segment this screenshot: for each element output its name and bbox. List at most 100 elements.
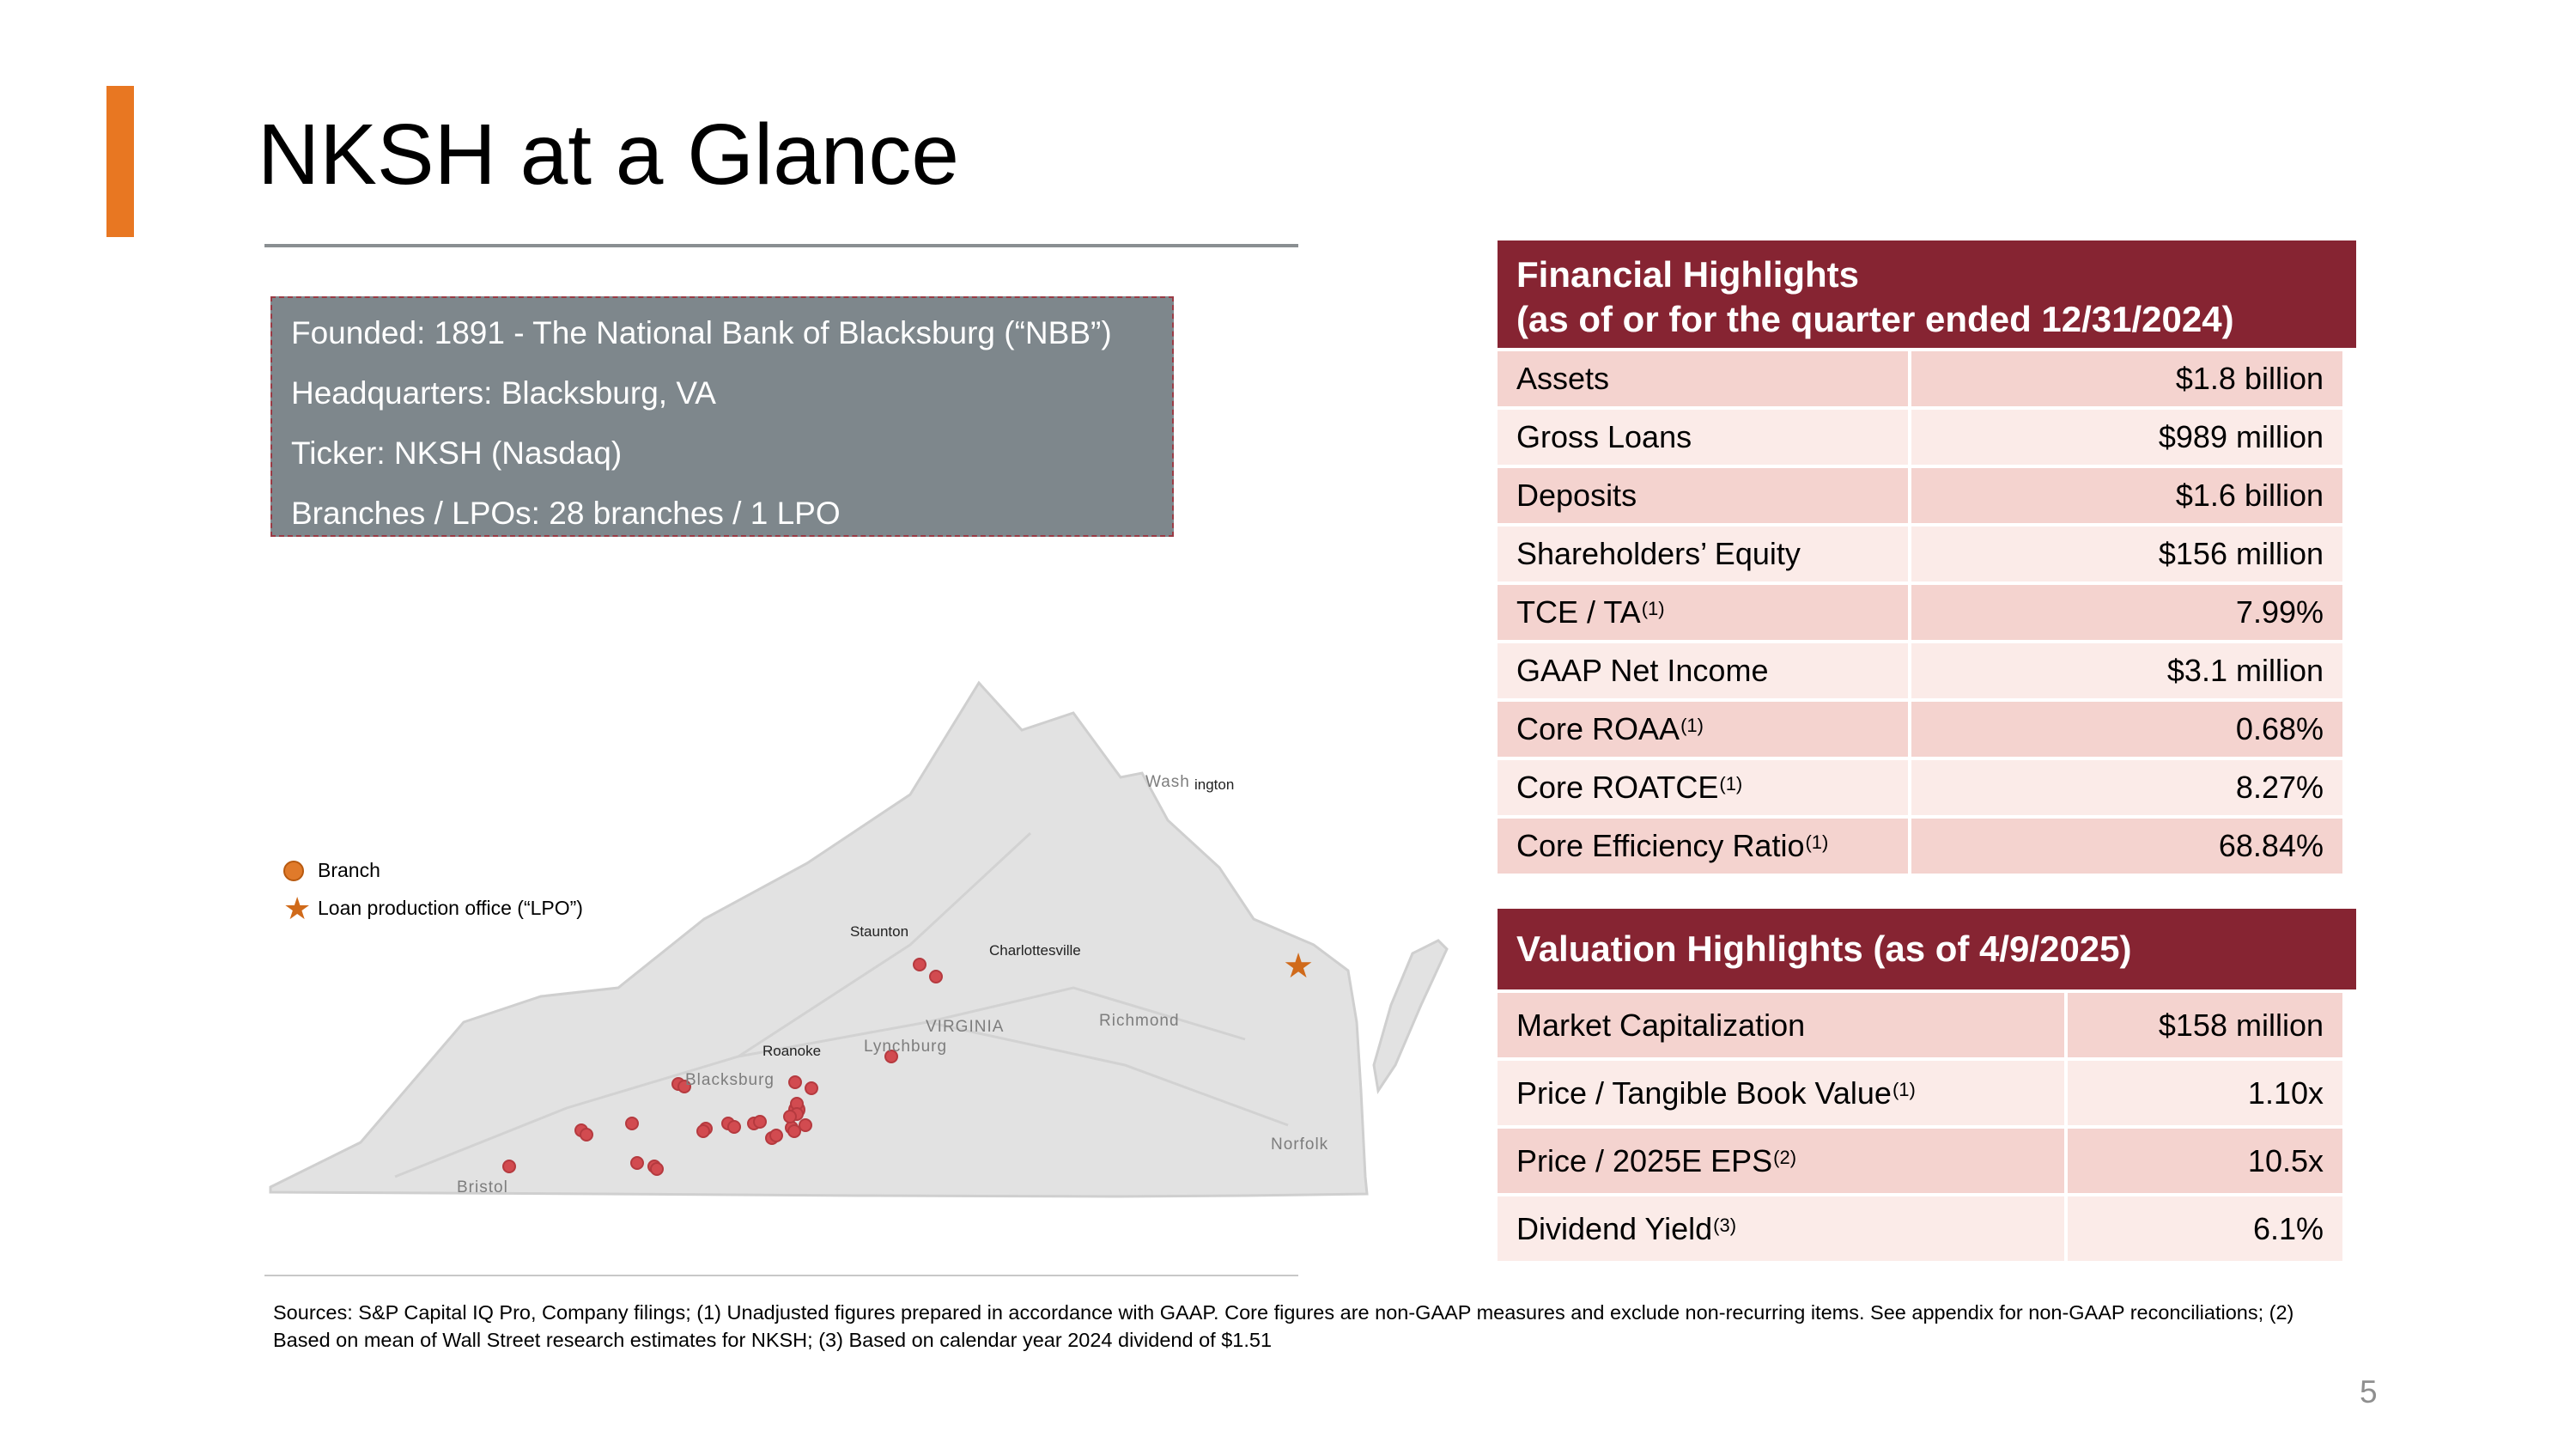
financial-row-label-text: TCE / TA	[1516, 594, 1641, 630]
basemap-roads	[394, 831, 1289, 1178]
valuation-row: Dividend Yield (3) 6.1%	[1498, 1196, 2356, 1261]
valuation-highlights-table: Valuation Highlights (as of 4/9/2025) Ma…	[1498, 909, 2356, 1261]
branch-marker	[677, 1080, 691, 1093]
financial-row-value: $1.8 billion	[1911, 351, 2342, 406]
map-label-norfolk: Norfolk	[1271, 1135, 1329, 1154]
branch-markers	[502, 958, 943, 1176]
map-label-bristol: Bristol	[457, 1178, 508, 1196]
branch-marker	[580, 1128, 593, 1142]
financial-row: GAAP Net Income $3.1 million	[1498, 643, 2356, 698]
title-accent-bar	[106, 86, 134, 237]
valuation-row-label: Dividend Yield (3)	[1498, 1196, 2064, 1261]
company-info-box: Founded: 1891 - The National Bank of Bla…	[270, 296, 1174, 537]
virginia-map: ★	[269, 680, 1449, 1198]
legend-branch-label: Branch	[318, 859, 380, 881]
financial-highlights-header: Financial Highlights (as of or for the q…	[1498, 240, 2356, 348]
financial-header-line2: (as of or for the quarter ended 12/31/20…	[1516, 299, 2234, 339]
financial-row-label: Shareholders’ Equity	[1498, 527, 1908, 581]
financial-row-label: Deposits	[1498, 468, 1908, 523]
valuation-row-value: 1.10x	[2068, 1061, 2342, 1125]
financial-header-line1: Financial Highlights	[1516, 254, 1860, 295]
financial-row-label: Assets	[1498, 351, 1908, 406]
branch-marker	[788, 1075, 802, 1089]
branch-marker	[502, 1160, 516, 1173]
financial-row-label: Gross Loans	[1498, 410, 1908, 465]
financial-row: Assets $1.8 billion	[1498, 351, 2356, 406]
sources-footnote: Sources: S&P Capital IQ Pro, Company fil…	[273, 1301, 2294, 1351]
financial-row-value: 68.84%	[1911, 819, 2342, 874]
valuation-highlights-header: Valuation Highlights (as of 4/9/2025)	[1498, 909, 2356, 989]
map-label-washington-prefix: Wash	[1145, 773, 1190, 791]
financial-row: Core ROATCE (1) 8.27%	[1498, 760, 2356, 815]
financial-row-label: TCE / TA (1)	[1498, 585, 1908, 640]
financial-row-value: $156 million	[1911, 527, 2342, 581]
lpo-star-marker: ★	[1283, 947, 1314, 986]
valuation-row: Price / Tangible Book Value (1) 1.10x	[1498, 1061, 2356, 1125]
financial-highlights-table: Financial Highlights (as of or for the q…	[1498, 240, 2356, 874]
map-label-roanoke: Roanoke	[762, 1043, 822, 1059]
branch-marker	[630, 1156, 644, 1170]
financial-row-footnote-ref: (1)	[1641, 598, 1665, 619]
page-title: NKSH at a Glance	[258, 107, 960, 203]
financial-row-value: 8.27%	[1911, 760, 2342, 815]
valuation-row-footnote-ref: (3)	[1713, 1214, 1737, 1236]
financial-row-label-text: GAAP Net Income	[1516, 653, 1769, 688]
financial-row-footnote-ref: (1)	[1680, 715, 1704, 736]
eastern-shore-shape	[1372, 939, 1449, 1094]
headquarters-line: Headquarters: Blacksburg, VA	[291, 375, 716, 411]
financial-row: Core Efficiency Ratio (1) 68.84%	[1498, 819, 2356, 874]
branch-marker	[799, 1118, 812, 1132]
valuation-row-value: 10.5x	[2068, 1129, 2342, 1193]
map-label-washington: ington	[1194, 776, 1235, 793]
legend-branch: Branch	[283, 859, 380, 882]
valuation-row-label-text: Price / Tangible Book Value	[1516, 1075, 1892, 1111]
valuation-row-footnote-ref: (2)	[1773, 1146, 1797, 1168]
valuation-row-label: Price / Tangible Book Value (1)	[1498, 1061, 2064, 1125]
ticker-line: Ticker: NKSH (Nasdaq)	[291, 435, 623, 471]
virginia-state-shape	[269, 680, 1369, 1198]
financial-row: Shareholders’ Equity $156 million	[1498, 527, 2356, 581]
branch-marker	[727, 1120, 741, 1134]
page-number: 5	[2360, 1374, 2378, 1409]
valuation-row-value: $158 million	[2068, 993, 2342, 1057]
founded-line: Founded: 1891 - The National Bank of Bla…	[291, 315, 1112, 350]
financial-row: Deposits $1.6 billion	[1498, 468, 2356, 523]
financial-row-label: Core ROAA (1)	[1498, 702, 1908, 757]
financial-row-label: Core Efficiency Ratio (1)	[1498, 819, 1908, 874]
financial-row-label: GAAP Net Income	[1498, 643, 1908, 698]
financial-row: Core ROAA (1) 0.68%	[1498, 702, 2356, 757]
map-label-lynchburg: Lynchburg	[864, 1038, 948, 1056]
financial-row-value: $3.1 million	[1911, 643, 2342, 698]
title-divider	[264, 244, 1298, 247]
valuation-row-label: Price / 2025E EPS (2)	[1498, 1129, 2064, 1193]
financial-row-footnote-ref: (1)	[1719, 773, 1743, 795]
financial-row-value: $989 million	[1911, 410, 2342, 465]
financial-row-label-text: Gross Loans	[1516, 419, 1692, 454]
valuation-rows: Market Capitalization $158 million Price /…	[1498, 993, 2356, 1261]
branch-marker	[783, 1110, 797, 1123]
financial-row-value: 7.99%	[1911, 585, 2342, 640]
financial-row-label-text: Core ROAA	[1516, 711, 1680, 746]
financial-row: Gross Loans $989 million	[1498, 410, 2356, 465]
valuation-row-label-text: Market Capitalization	[1516, 1007, 1806, 1043]
legend-lpo-label: Loan production office (“LPO”)	[318, 897, 583, 919]
valuation-row-label-text: Price / 2025E EPS	[1516, 1142, 1773, 1178]
branch-marker	[769, 1129, 783, 1142]
valuation-row-label: Market Capitalization	[1498, 993, 2064, 1057]
financial-row-label-text: Assets	[1516, 361, 1610, 396]
branch-marker	[625, 1117, 639, 1130]
valuation-row-value: 6.1%	[2068, 1196, 2342, 1261]
branch-marker	[913, 958, 927, 971]
financial-row-label-text: Deposits	[1516, 478, 1637, 513]
branch-marker	[787, 1124, 801, 1138]
financial-row-footnote-ref: (1)	[1805, 831, 1829, 853]
branch-marker	[753, 1115, 767, 1129]
branch-dot-icon	[283, 860, 304, 881]
financial-row-label: Core ROATCE (1)	[1498, 760, 1908, 815]
legend-lpo: ★ Loan production office (“LPO”)	[283, 892, 583, 923]
valuation-row-footnote-ref: (1)	[1892, 1078, 1916, 1100]
sources-divider	[264, 1275, 1298, 1276]
map-label-blacksburg: Blacksburg	[685, 1071, 775, 1089]
branch-marker	[650, 1162, 664, 1176]
financial-row-value: 0.68%	[1911, 702, 2342, 757]
